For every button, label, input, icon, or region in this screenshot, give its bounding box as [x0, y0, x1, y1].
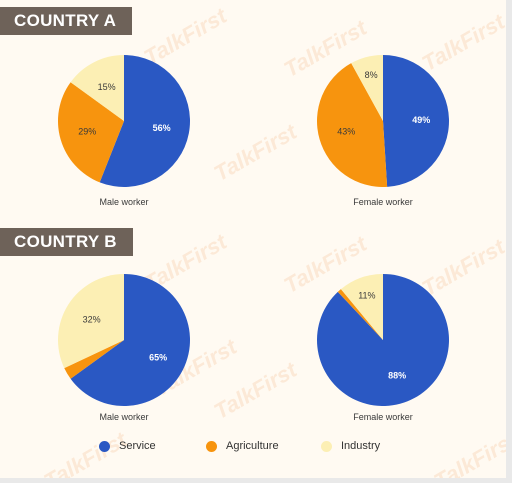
pie-chart-country-a-male-worker: 56% 29% 15% Male worker	[57, 55, 190, 207]
pie-chart-country-b-female-worker: 88% 11% Female worker	[316, 274, 449, 422]
pie-chart-country-a-female-worker: 49% 43% 8% Female worker	[317, 55, 449, 207]
slice-value-label-service: 88%	[388, 371, 406, 381]
pie-title: Male worker	[99, 412, 148, 422]
legend-label-service: Service	[119, 440, 156, 452]
slice-value-label-service: 49%	[412, 115, 430, 125]
section-label-country-a: COUNTRY A	[0, 7, 133, 35]
chart-card: TalkFirst TalkFirst TalkFirst TalkFirst …	[0, 0, 506, 478]
legend-item-agriculture: Agriculture	[206, 440, 279, 452]
pie-slice-service	[316, 274, 449, 407]
legend-label-industry: Industry	[341, 440, 381, 452]
section-label-country-b: COUNTRY B	[0, 228, 133, 256]
slice-value-label-industry: 15%	[98, 82, 116, 92]
pie-slice-service	[99, 55, 190, 187]
slice-value-label-service: 65%	[149, 352, 167, 362]
slice-value-label-service: 56%	[153, 123, 171, 133]
slice-value-label-industry: 8%	[365, 70, 378, 80]
pie-slice-service	[383, 55, 449, 187]
legend-swatch-industry	[321, 440, 332, 452]
pie-charts: 56% 29% 15% Male worker 49% 43% 8% Female worke…	[57, 55, 449, 422]
legend: Service Agriculture Industry	[0, 440, 506, 460]
pie-slice-agriculture	[57, 82, 124, 183]
slice-value-label-industry: 32%	[83, 314, 101, 324]
slice-value-label-agriculture: 43%	[337, 127, 355, 137]
pie-slice-agriculture	[64, 340, 124, 379]
pie-slice-agriculture	[337, 289, 383, 340]
pie-slice-service	[70, 274, 190, 406]
slice-value-label-agriculture: 29%	[78, 127, 96, 137]
pie-slice-industry	[351, 55, 383, 121]
pie-slice-industry	[340, 274, 383, 340]
pie-title: Male worker	[99, 197, 148, 207]
pie-title: Female worker	[353, 197, 413, 207]
legend-item-industry: Industry	[321, 440, 380, 452]
pie-slice-industry	[57, 274, 124, 369]
pie-title: Female worker	[353, 412, 413, 422]
pie-slice-agriculture	[317, 63, 388, 187]
legend-swatch-agriculture	[206, 440, 217, 452]
legend-item-service: Service	[99, 440, 156, 452]
pie-chart-country-b-male-worker: 65% 32% Male worker	[57, 274, 190, 422]
pie-slice-industry	[70, 55, 124, 121]
slice-value-label-industry: 11%	[358, 290, 375, 300]
legend-swatch-service	[99, 440, 110, 452]
legend-label-agriculture: Agriculture	[226, 440, 279, 452]
